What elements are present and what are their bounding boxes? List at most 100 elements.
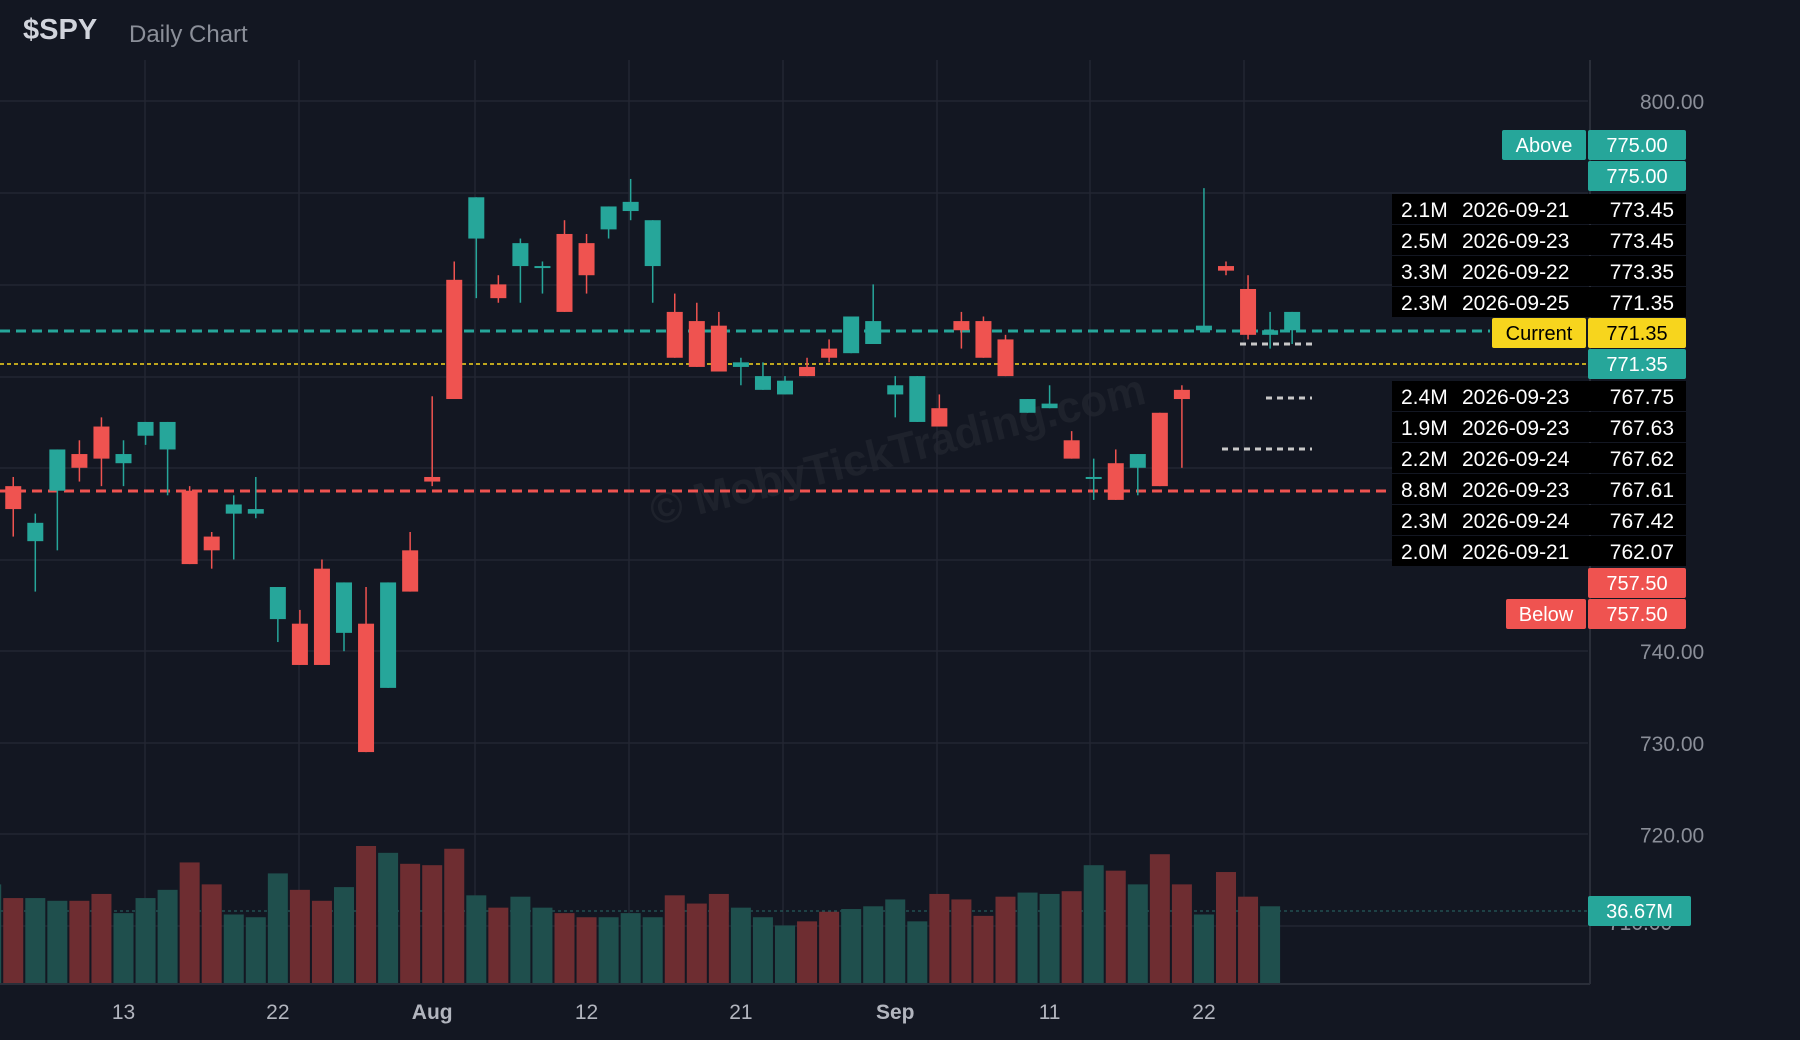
volume-bar: [488, 907, 509, 983]
volume-bar: [819, 911, 840, 983]
candle-body: [358, 623, 375, 753]
volume-bar: [1105, 870, 1126, 983]
order-row-size: 3.3M: [1401, 261, 1448, 284]
order-row-date: 2026-09-21: [1462, 541, 1569, 564]
candle-body: [1107, 463, 1124, 500]
order-row-date: 2026-09-22: [1462, 261, 1569, 284]
volume-bar: [334, 887, 354, 983]
candle-body: [1085, 476, 1102, 479]
volume-bar: [223, 914, 244, 983]
volume-bar: [113, 913, 134, 983]
candle-body: [468, 197, 485, 239]
volume-bar: [1238, 896, 1259, 983]
below-label: Below: [1519, 604, 1574, 626]
order-row-date: 2026-09-23: [1462, 386, 1569, 409]
y-tick-label: 720.00: [1640, 825, 1704, 848]
volume-bar: [554, 913, 575, 983]
volume-bar: [841, 909, 862, 983]
volume-bar: [356, 846, 377, 983]
volume-bar: [400, 863, 421, 983]
order-row-bg: [1392, 536, 1686, 566]
x-tick-label: Aug: [412, 1001, 453, 1024]
y-tick-label: 730.00: [1640, 733, 1704, 756]
candle-body: [953, 321, 970, 331]
candle-body: [181, 490, 198, 565]
above-price-tag-bg: [1588, 130, 1686, 160]
candle-body: [269, 587, 286, 620]
candle-body: [380, 582, 397, 688]
order-row-date: 2026-09-23: [1462, 479, 1569, 502]
order-row-size: 2.3M: [1401, 510, 1448, 533]
candle-body: [446, 279, 463, 400]
y-tick-label: 800.00: [1640, 91, 1704, 114]
y-tick-label: 740.00: [1640, 641, 1704, 664]
candle-body: [1151, 412, 1168, 487]
volume-value-tag: 36.67M: [1606, 901, 1673, 923]
order-row-date: 2026-09-24: [1462, 448, 1570, 471]
order-row-size: 2.0M: [1401, 541, 1448, 564]
volume-bar: [157, 889, 178, 983]
order-row-price: 767.75: [1610, 386, 1674, 409]
volume-bar: [951, 899, 972, 983]
volume-bar: [620, 913, 641, 983]
volume-bar: [576, 917, 597, 983]
order-row-size: 2.2M: [1401, 448, 1448, 471]
volume-bar: [179, 862, 200, 983]
current-price-tag-bg: [1588, 318, 1686, 348]
current-price-tag: 771.35: [1606, 323, 1667, 345]
volume-bar: [973, 915, 994, 983]
order-row-size: 8.8M: [1401, 479, 1448, 502]
order-row-price: 771.35: [1610, 292, 1674, 315]
candle-body: [1019, 399, 1036, 413]
candle-body: [203, 536, 220, 551]
volume-bar: [201, 884, 222, 983]
volume-bar: [1216, 872, 1236, 983]
candle-body: [336, 582, 352, 633]
volume-bar: [47, 900, 68, 983]
candle-body: [512, 243, 529, 267]
candle-body: [975, 321, 992, 358]
below-price-tag: 757.50: [1606, 573, 1667, 595]
candle-body: [622, 201, 639, 212]
candle-body: [578, 243, 595, 276]
volume-bar: [69, 900, 90, 983]
volume-bar: [885, 899, 906, 983]
candle-body: [402, 550, 419, 592]
volume-bar: [752, 917, 773, 983]
volume-bar: [907, 921, 928, 983]
x-tick-label: 22: [266, 1001, 289, 1024]
candle-body: [931, 408, 948, 427]
volume-bar: [775, 925, 795, 983]
volume-bar: [25, 898, 46, 983]
candle-body: [821, 348, 838, 358]
order-row-bg: [1392, 256, 1686, 286]
candle-body: [534, 266, 551, 269]
volume-bar: [929, 893, 950, 983]
volume-bar: [995, 896, 1016, 983]
volume-bar: [444, 848, 465, 983]
current-price-tag-2: 771.35: [1606, 354, 1667, 376]
candle-body: [843, 316, 860, 354]
volume-bar: [1260, 906, 1281, 983]
candle-body: [247, 509, 264, 514]
candle-body: [313, 568, 330, 665]
x-tick-label: 12: [575, 1001, 598, 1024]
candle-body: [490, 284, 507, 299]
candle-body: [1041, 403, 1058, 409]
candle-body: [71, 454, 88, 468]
order-row-price: 767.42: [1610, 510, 1674, 533]
order-row-price: 762.07: [1610, 541, 1674, 564]
volume-bar: [642, 917, 663, 983]
order-row-price: 767.62: [1610, 448, 1674, 471]
order-row-size: 1.9M: [1401, 417, 1448, 440]
x-tick-label: 21: [729, 1001, 752, 1024]
candle-body: [754, 376, 771, 390]
volume-bar: [708, 893, 729, 983]
candle-body: [27, 522, 44, 542]
order-row-bg: [1392, 381, 1686, 411]
candle-body: [997, 339, 1014, 377]
chart-subtitle: Daily Chart: [129, 21, 248, 48]
symbol-title: $SPY: [23, 14, 98, 46]
